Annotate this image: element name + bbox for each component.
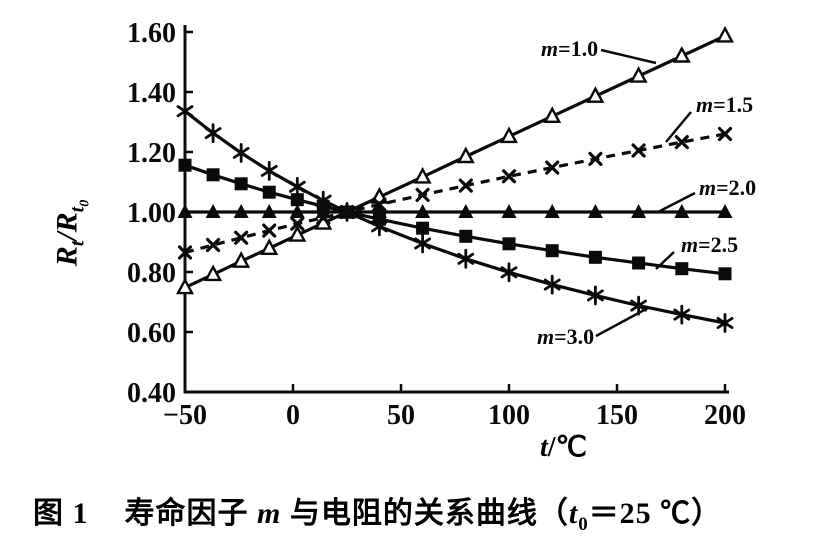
y-axis-title: Rt/Rt0 [50,199,93,267]
series-label: m=1.5 [696,92,753,117]
series-label: m=2.5 [681,232,738,257]
y-tick-label: 0.80 [127,258,176,289]
x-axis-title: t/℃ [540,432,588,463]
series-label-leader [655,251,675,270]
series-line [184,109,726,325]
y-ticks: 1.60 1.40 1.20 1.00 0.80 0.60 0.40 [127,18,193,409]
y-tick-label: 0.60 [127,318,176,349]
x-tick-label: 0 [286,400,300,431]
figure-caption: 图 1 寿命因子 m 与电阻的关系曲线（t0＝25 ℃） [33,497,723,535]
x-tick-label: 100 [488,400,530,431]
series-label: m=2.0 [699,175,756,200]
series-m-3-0: m=3.0 [176,101,734,349]
series-label-leader [600,48,657,65]
series-line [184,132,726,255]
series-m-1-0: m=1.0 [175,25,735,295]
y-tick-label: 0.40 [127,378,176,409]
y-tick-label: 1.60 [127,18,176,49]
series-line [184,163,726,276]
x-ticks: −50 0 50 100 150 200 [163,384,746,431]
series-markers [178,158,732,281]
x-tick-label: −50 [163,400,207,431]
x-tick-label: 200 [704,400,746,431]
series-line [184,34,726,290]
axes [183,25,729,394]
series-label: m=3.0 [537,324,594,349]
series-label-leader [657,191,696,214]
x-tick-label: 150 [596,400,638,431]
series-markers [176,101,734,333]
series-label-leader [595,306,649,338]
caption-figure-number: 图 1 [33,497,89,530]
series-markers [177,126,733,260]
y-tick-label: 1.40 [127,78,176,109]
y-tick-label: 1.00 [127,198,176,229]
series-label-leader [665,111,692,143]
series-label: m=1.0 [541,36,598,61]
y-tick-label: 1.20 [127,138,176,169]
x-tick-label: 50 [387,400,415,431]
chart-plot-area: 1.60 1.40 1.20 1.00 0.80 0.60 0.40−50 0 50 100 150… [127,18,756,431]
